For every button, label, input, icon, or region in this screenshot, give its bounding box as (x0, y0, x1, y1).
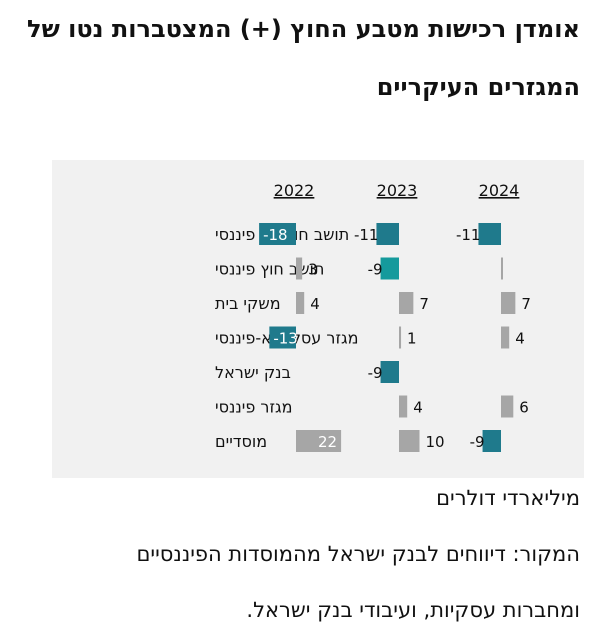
data-label: -9 (368, 364, 383, 382)
data-label: -13 (273, 330, 298, 348)
data-label: 4 (413, 399, 423, 417)
data-label: 1 (407, 330, 417, 348)
data-label: 7 (521, 295, 531, 313)
year-header: 2024 (479, 181, 520, 200)
bar (501, 395, 514, 418)
source-note-line-2: ומחברות עסקיות, ועיבודי בנק ישראל. (246, 598, 580, 622)
bar (376, 223, 399, 245)
bar (501, 292, 516, 314)
chart-title-line-1: אומדן רכישות מטבע החוץ (+) המצטברות נטו … (27, 15, 580, 43)
data-label: -9 (368, 261, 383, 279)
source-note-line-1: המקור: דיווחים לבנק ישראל מהמוסדות הפיננ… (136, 542, 580, 566)
bar (482, 430, 501, 452)
data-label: -11 (456, 226, 481, 244)
bar (296, 292, 305, 314)
category-label: מוסדיים (215, 432, 267, 451)
data-label: 6 (519, 399, 529, 417)
bar (296, 257, 303, 280)
year-header: 2023 (377, 181, 418, 200)
data-label: 3 (308, 261, 318, 279)
data-label: 4 (310, 295, 320, 313)
year-header: 2022 (274, 181, 315, 200)
bar (501, 257, 503, 280)
bar (501, 326, 510, 349)
data-label: 7 (419, 295, 429, 313)
bar (399, 430, 420, 452)
chart-title-line-2: המגזרים העיקריים (376, 73, 580, 101)
bar (380, 361, 399, 383)
unit-label: מיליארדי דולרים (436, 486, 580, 510)
category-label: בנק ישראל (215, 363, 291, 382)
data-label: -18 (263, 226, 288, 244)
bar (478, 223, 501, 245)
bar (399, 395, 408, 418)
bar (296, 430, 342, 452)
bar (380, 257, 399, 280)
data-label: -9 (470, 433, 485, 451)
data-label: 10 (426, 433, 445, 451)
bar (399, 292, 414, 314)
bar (399, 326, 402, 349)
bar (269, 326, 296, 349)
data-label: 22 (318, 433, 337, 451)
bar (259, 223, 296, 245)
data-label: 4 (515, 330, 525, 348)
data-label: -11 (354, 226, 379, 244)
category-label: משקי בית (215, 294, 281, 313)
category-label: מגזר פיננסי (215, 398, 292, 417)
